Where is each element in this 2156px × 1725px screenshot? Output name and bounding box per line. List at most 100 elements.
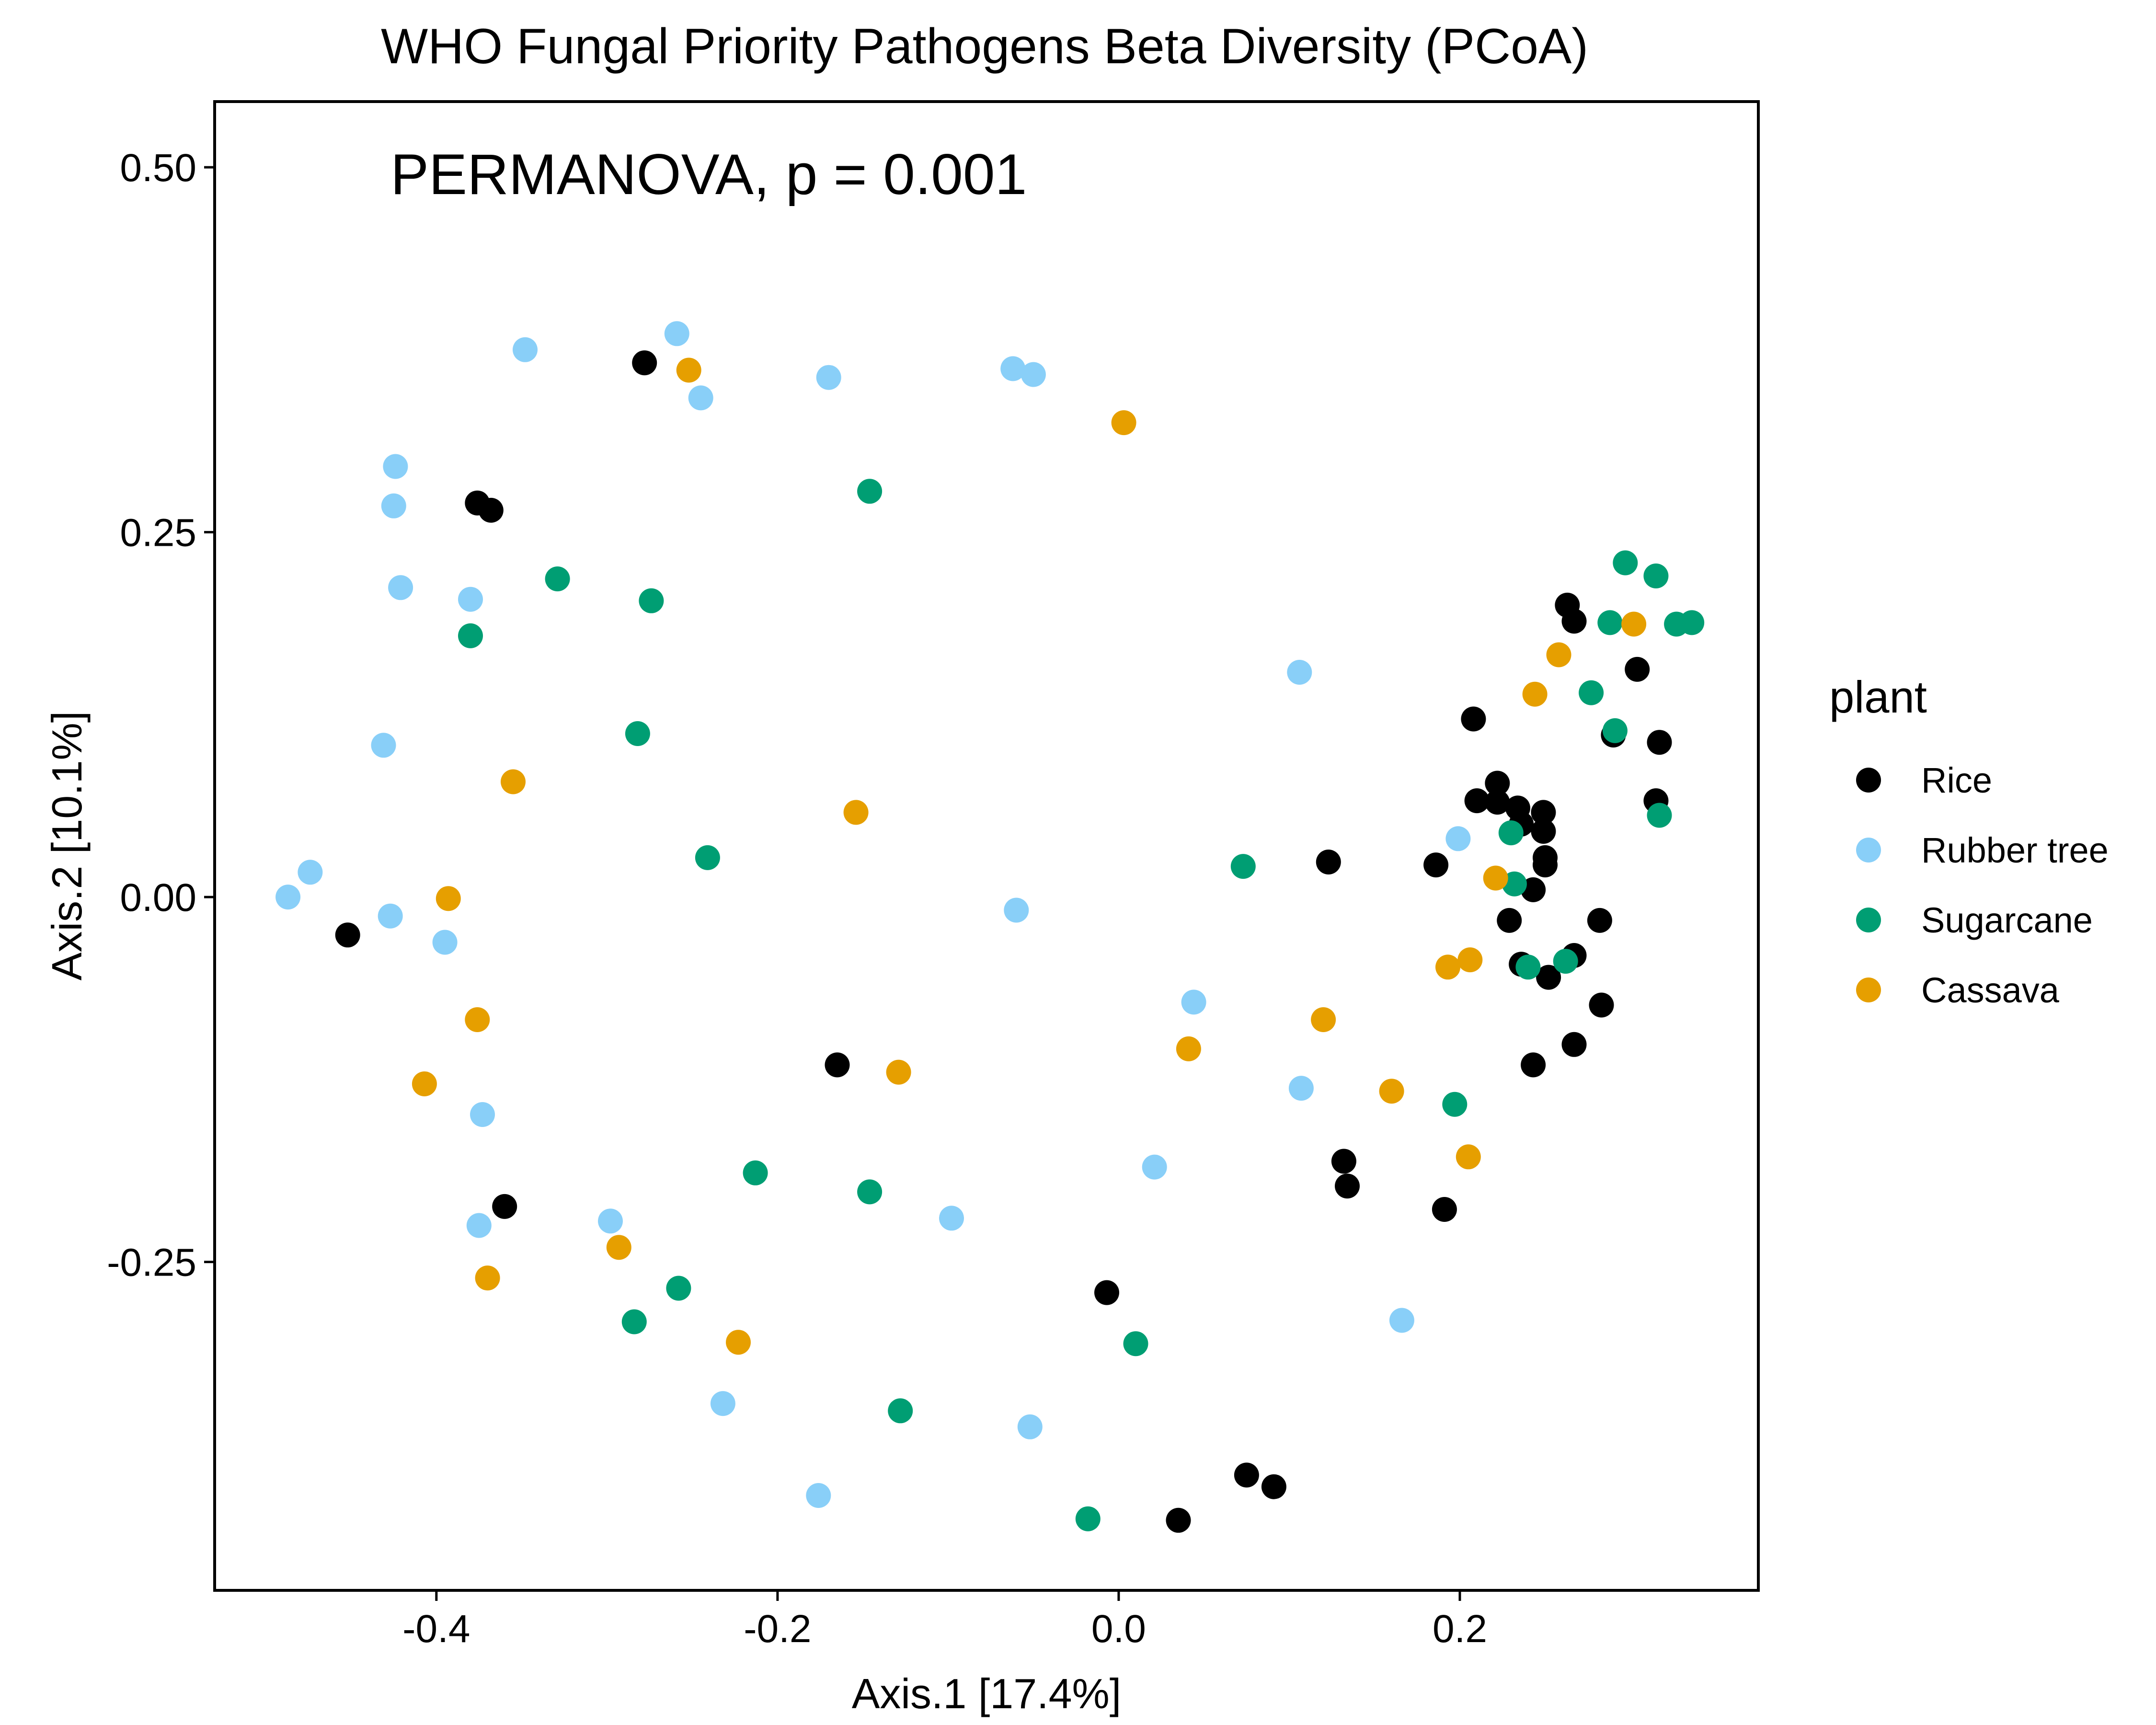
plot-panel-border bbox=[213, 100, 1760, 1592]
point-sugarcane bbox=[888, 1398, 913, 1424]
y-tick-label: 0.25 bbox=[120, 511, 196, 555]
point-cassava bbox=[436, 886, 461, 911]
point-rice bbox=[825, 1052, 850, 1078]
point-rubber-tree bbox=[1000, 356, 1026, 381]
point-rice bbox=[1647, 730, 1672, 755]
x-axis: -0.4 -0.2 0.0 0.2 bbox=[402, 1590, 1487, 1651]
y-axis: 0.50 0.25 0.00 -0.25 bbox=[107, 146, 215, 1285]
point-sugarcane bbox=[666, 1276, 691, 1301]
point-rubber-tree bbox=[470, 1102, 495, 1127]
point-cassava bbox=[676, 357, 701, 383]
point-cassava bbox=[843, 800, 869, 825]
point-cassava bbox=[726, 1330, 751, 1355]
point-rice bbox=[1531, 819, 1556, 844]
point-rubber-tree bbox=[688, 385, 713, 411]
point-sugarcane bbox=[458, 623, 483, 648]
x-axis-label: Axis.1 [17.4%] bbox=[852, 1670, 1122, 1717]
point-cassava bbox=[1621, 611, 1647, 637]
legend-label-rubber-tree: Rubber tree bbox=[1921, 830, 2109, 870]
point-rubber-tree bbox=[1021, 362, 1046, 387]
point-sugarcane bbox=[1498, 820, 1524, 846]
point-rice bbox=[1166, 1507, 1191, 1533]
legend: plant Rice Rubber tree Sugarcane Cassava bbox=[1829, 672, 2109, 1010]
point-sugarcane bbox=[1597, 610, 1623, 635]
point-sugarcane bbox=[857, 1179, 883, 1205]
y-tick-label: 0.00 bbox=[120, 876, 196, 920]
point-rice bbox=[1587, 908, 1612, 933]
point-rubber-tree bbox=[1287, 660, 1312, 685]
legend-swatch-rice bbox=[1856, 768, 1881, 793]
point-cassava bbox=[1435, 954, 1460, 980]
point-rice bbox=[1461, 706, 1486, 732]
point-rice bbox=[1497, 908, 1522, 933]
point-sugarcane bbox=[1647, 803, 1672, 828]
plot-points bbox=[275, 321, 1705, 1533]
point-cassava bbox=[1379, 1079, 1404, 1104]
point-rice bbox=[1536, 965, 1561, 990]
point-rice bbox=[1316, 850, 1341, 874]
point-rice bbox=[1464, 788, 1490, 814]
point-rice bbox=[478, 497, 504, 523]
point-rubber-tree bbox=[466, 1213, 492, 1238]
point-cassava bbox=[412, 1071, 437, 1096]
point-sugarcane bbox=[625, 721, 650, 746]
point-rubber-tree bbox=[298, 860, 323, 885]
point-sugarcane bbox=[695, 845, 720, 870]
point-rubber-tree bbox=[1389, 1308, 1414, 1333]
point-sugarcane bbox=[743, 1160, 768, 1185]
point-rubber-tree bbox=[432, 930, 458, 955]
point-sugarcane bbox=[1602, 718, 1628, 743]
point-rice bbox=[1432, 1197, 1457, 1222]
point-sugarcane bbox=[1502, 871, 1527, 897]
point-rice bbox=[1335, 1173, 1360, 1199]
point-rubber-tree bbox=[381, 493, 406, 518]
legend-label-cassava: Cassava bbox=[1921, 970, 2060, 1010]
point-rubber-tree bbox=[371, 733, 396, 758]
legend-label-rice: Rice bbox=[1921, 760, 1992, 800]
point-rubber-tree bbox=[383, 454, 408, 479]
point-rubber-tree bbox=[1288, 1076, 1314, 1101]
point-rubber-tree bbox=[598, 1208, 623, 1234]
point-rice bbox=[1589, 992, 1614, 1018]
point-rubber-tree bbox=[1181, 989, 1206, 1015]
point-cassava bbox=[1457, 947, 1483, 973]
point-sugarcane bbox=[639, 588, 664, 613]
point-rice bbox=[1423, 852, 1449, 878]
point-cassava bbox=[1311, 1007, 1336, 1032]
point-sugarcane bbox=[1442, 1092, 1468, 1117]
point-sugarcane bbox=[1553, 949, 1578, 974]
point-sugarcane bbox=[1579, 680, 1604, 705]
point-sugarcane bbox=[1643, 564, 1669, 588]
point-rice bbox=[1485, 770, 1510, 796]
point-rubber-tree bbox=[664, 321, 689, 346]
point-rubber-tree bbox=[710, 1391, 735, 1416]
point-rubber-tree bbox=[378, 903, 403, 929]
point-rubber-tree bbox=[275, 885, 301, 910]
point-rice bbox=[1234, 1462, 1259, 1488]
point-cassava bbox=[1546, 642, 1571, 667]
x-tick-label: -0.4 bbox=[402, 1607, 470, 1651]
point-rice bbox=[1521, 1052, 1546, 1078]
point-sugarcane bbox=[1679, 610, 1705, 635]
point-sugarcane bbox=[857, 479, 883, 504]
legend-swatch-sugarcane bbox=[1856, 908, 1881, 932]
point-cassava bbox=[1176, 1036, 1201, 1061]
point-rice bbox=[1094, 1280, 1119, 1305]
point-rice bbox=[335, 922, 360, 948]
permanova-annotation: PERMANOVA, p = 0.001 bbox=[390, 142, 1027, 207]
point-rice bbox=[1521, 877, 1546, 902]
point-rubber-tree bbox=[1017, 1414, 1043, 1439]
point-rice bbox=[1625, 656, 1650, 682]
point-rice bbox=[1531, 800, 1556, 825]
chart-title: WHO Fungal Priority Pathogens Beta Diver… bbox=[381, 19, 1588, 74]
point-rubber-tree bbox=[816, 365, 841, 390]
point-rubber-tree bbox=[388, 575, 413, 600]
point-sugarcane bbox=[1230, 854, 1256, 879]
point-cassava bbox=[606, 1235, 631, 1260]
point-sugarcane bbox=[545, 566, 570, 592]
point-rubber-tree bbox=[939, 1206, 964, 1231]
point-rice bbox=[632, 350, 657, 376]
point-rubber-tree bbox=[1142, 1154, 1167, 1180]
